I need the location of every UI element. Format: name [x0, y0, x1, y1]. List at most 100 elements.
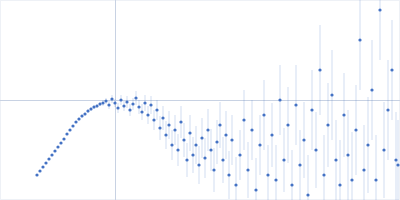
data-point — [209, 148, 212, 151]
error-bar — [276, 145, 277, 200]
data-point — [170, 143, 173, 146]
data-point — [158, 126, 161, 129]
data-point — [294, 103, 297, 106]
data-point — [212, 168, 215, 171]
data-point — [374, 178, 377, 181]
data-point — [161, 116, 164, 119]
error-bar — [352, 132, 353, 200]
data-point — [200, 136, 203, 139]
data-point — [41, 165, 44, 168]
data-point — [95, 104, 98, 107]
data-point — [378, 8, 381, 11]
error-bar — [324, 135, 325, 200]
data-point — [131, 102, 134, 105]
data-point — [101, 101, 104, 104]
data-point — [122, 104, 125, 107]
data-point — [330, 93, 333, 96]
data-point — [342, 113, 345, 116]
data-point — [302, 138, 305, 141]
data-point — [137, 105, 140, 108]
data-point — [258, 143, 261, 146]
data-point — [334, 158, 337, 161]
data-point — [350, 178, 353, 181]
data-point — [396, 163, 399, 166]
data-point — [191, 153, 194, 156]
data-point — [215, 140, 218, 143]
data-point — [266, 173, 269, 176]
data-point — [278, 98, 281, 101]
data-point — [83, 112, 86, 115]
error-bar — [256, 158, 257, 200]
data-point — [143, 101, 146, 104]
data-point — [290, 183, 293, 186]
data-point — [326, 123, 329, 126]
data-point — [80, 114, 83, 117]
data-point — [134, 96, 137, 99]
data-point — [306, 193, 309, 196]
data-point — [56, 145, 59, 148]
data-point — [346, 153, 349, 156]
data-point — [246, 168, 249, 171]
data-point — [298, 163, 301, 166]
data-point — [382, 148, 385, 151]
grid-line — [0, 100, 400, 101]
data-point — [119, 98, 122, 101]
data-point — [50, 153, 53, 156]
data-point — [71, 124, 74, 127]
data-point — [89, 107, 92, 110]
data-point — [47, 157, 50, 160]
data-point — [358, 38, 361, 41]
data-point — [238, 153, 241, 156]
data-point — [104, 99, 107, 102]
data-point — [107, 103, 110, 106]
data-point — [149, 103, 152, 106]
error-bar — [364, 125, 365, 200]
data-point — [59, 141, 62, 144]
error-bar — [236, 157, 237, 200]
data-point — [116, 106, 119, 109]
data-point — [35, 173, 38, 176]
error-bar — [340, 140, 341, 200]
data-point — [203, 156, 206, 159]
data-point — [140, 110, 143, 113]
data-point — [354, 128, 357, 131]
data-point — [176, 148, 179, 151]
data-point — [182, 138, 185, 141]
data-point — [370, 88, 373, 91]
data-point — [125, 100, 128, 103]
data-point — [113, 101, 116, 104]
data-point — [65, 132, 68, 135]
data-point — [206, 128, 209, 131]
data-point — [262, 113, 265, 116]
data-point — [179, 120, 182, 123]
plot-area — [35, 0, 399, 200]
data-point — [167, 123, 170, 126]
data-point — [390, 68, 393, 71]
data-point — [38, 169, 41, 172]
data-point — [322, 173, 325, 176]
data-point — [274, 178, 277, 181]
error-bar — [292, 150, 293, 200]
data-point — [86, 109, 89, 112]
data-point — [270, 133, 273, 136]
error-bar — [268, 145, 269, 200]
data-point — [146, 113, 149, 116]
data-point — [185, 158, 188, 161]
error-bar — [376, 135, 377, 200]
error-bar — [360, 0, 361, 90]
data-point — [218, 123, 221, 126]
data-point — [68, 128, 71, 131]
data-point — [62, 137, 65, 140]
data-point — [254, 188, 257, 191]
data-point — [224, 133, 227, 136]
data-point — [318, 68, 321, 71]
data-point — [197, 163, 200, 166]
data-point — [44, 161, 47, 164]
data-point — [242, 118, 245, 121]
data-point — [338, 183, 341, 186]
chart — [0, 0, 400, 200]
data-point — [386, 108, 389, 111]
data-point — [227, 173, 230, 176]
data-point — [221, 158, 224, 161]
data-point — [234, 183, 237, 186]
